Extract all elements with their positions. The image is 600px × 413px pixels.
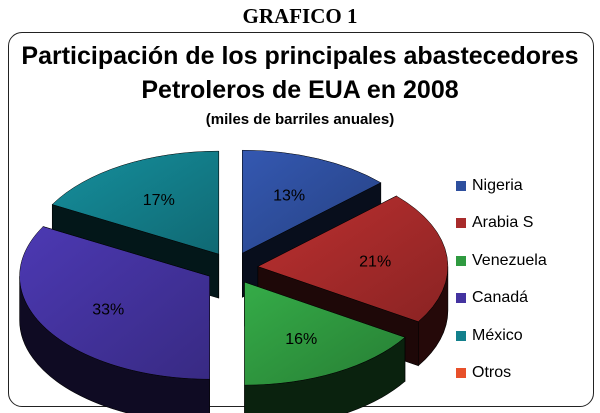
pie-slice-top-nigeria [242, 149, 382, 254]
legend-label-venezuela: Venezuela [472, 251, 547, 269]
legend-label-nigeria: Nigeria [472, 176, 523, 194]
legend-item-otros: Otros [456, 364, 547, 383]
data-label-nigeria: 13% [273, 188, 305, 205]
chart-legend: Nigeria Arabia S Venezuela Canadá México… [456, 176, 547, 401]
chart-title-line-1: Participación de los principales abastec… [21, 42, 579, 70]
legend-swatch-mexico [456, 330, 466, 341]
legend-label-canada: Canadá [472, 289, 529, 306]
pie-slice-top-venezuela [244, 281, 406, 386]
legend-swatch-nigeria [456, 180, 466, 191]
legend-item-nigeria: Nigeria [456, 176, 547, 195]
pie-slice-top-m-xico [51, 150, 220, 255]
legend-item-arabia-s: Arabia S [456, 214, 547, 233]
legend-swatch-venezuela [456, 255, 466, 266]
legend-item-canada: Canadá [456, 289, 547, 308]
pie-slice-top-canad- [19, 226, 210, 380]
pie-slice-top-arabia-s [257, 195, 449, 322]
pie-slice-venezuela [244, 281, 406, 413]
data-label-venezuela: 16% [285, 331, 317, 348]
legend-swatch-arabia-s [456, 218, 466, 228]
legend-label-arabia-s: Arabia S [472, 214, 534, 231]
legend-item-venezuela: Venezuela [456, 251, 547, 270]
data-label-canad-: 33% [92, 302, 124, 319]
data-label-arabia-s: 21% [359, 253, 391, 270]
legend-label-mexico: México [472, 326, 523, 344]
chart-subtitle: (miles de barriles anuales) [205, 111, 395, 128]
pie-slice-canad- [19, 226, 210, 413]
legend-label-otros: Otros [472, 364, 512, 381]
chart-title-line-2: Petroleros de EUA en 2008 [141, 76, 459, 104]
figure-caption: GRAFICO 1 [242, 4, 358, 28]
legend-swatch-otros [456, 368, 466, 378]
data-label-m-xico: 17% [143, 192, 175, 209]
legend-item-mexico: México [456, 326, 547, 345]
legend-swatch-canada [456, 293, 466, 303]
